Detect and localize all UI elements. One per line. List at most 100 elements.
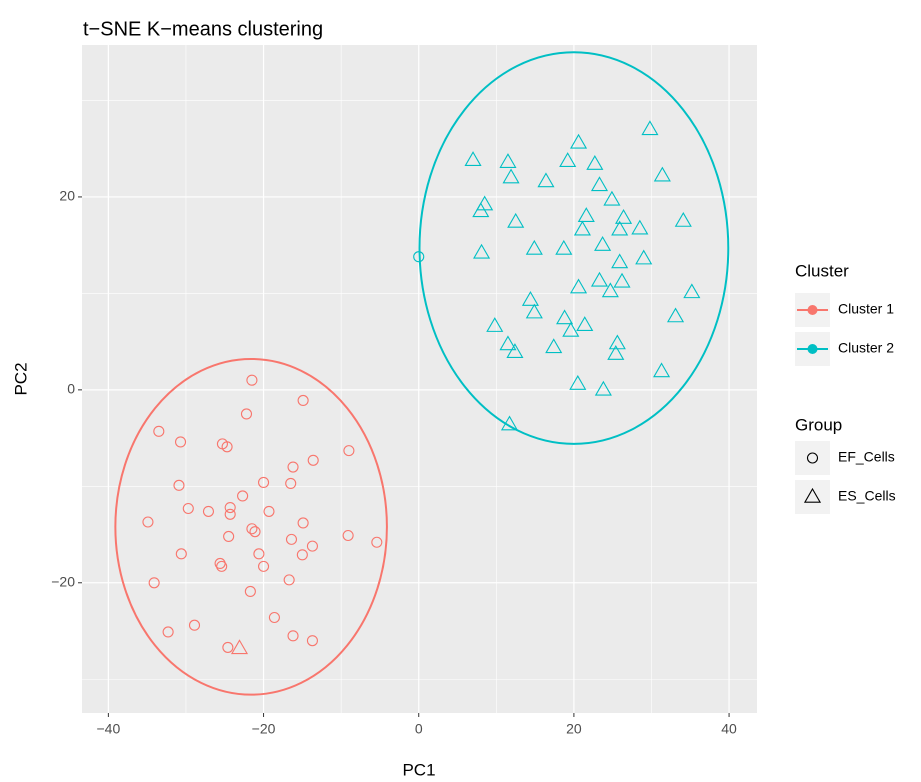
point: [607, 345, 625, 360]
legend-label: ES_Cells: [838, 488, 896, 504]
point: [173, 479, 185, 491]
point: [221, 441, 233, 453]
x-tick-label: −20: [252, 721, 276, 737]
point: [683, 283, 701, 299]
point: [246, 523, 258, 535]
point: [601, 282, 619, 298]
point: [464, 151, 482, 167]
point: [594, 236, 612, 251]
point: [258, 560, 270, 572]
point: [224, 501, 236, 514]
legend-key: [795, 441, 830, 475]
point: [613, 272, 631, 288]
x-tick-label: 0: [415, 721, 423, 737]
point: [666, 307, 685, 323]
legend-label: Cluster 1: [838, 301, 894, 317]
point: [287, 630, 299, 642]
point: [202, 505, 215, 517]
legend-title: Group: [795, 415, 842, 434]
y-tick-label: 0: [67, 381, 75, 397]
point: [594, 380, 612, 396]
x-axis-label: PC1: [402, 760, 435, 779]
point: [174, 436, 187, 448]
point: [162, 626, 174, 638]
point: [216, 560, 228, 572]
point: [570, 133, 588, 149]
y-tick-label: −20: [51, 573, 75, 589]
point: [153, 425, 165, 437]
point: [472, 202, 490, 218]
point: [576, 316, 594, 331]
point: [615, 209, 633, 224]
legend-swatch: [803, 487, 822, 503]
point: [182, 502, 194, 515]
point: [506, 343, 524, 358]
legend-title: Cluster: [795, 261, 849, 280]
point: [230, 639, 249, 655]
point: [577, 207, 595, 222]
x-tick-label: 20: [566, 721, 582, 737]
point: [641, 120, 659, 136]
point: [573, 220, 591, 236]
point: [285, 477, 297, 489]
point: [237, 490, 249, 502]
point: [507, 212, 525, 228]
point: [188, 619, 201, 631]
point: [371, 536, 383, 548]
legend-label: Cluster 2: [838, 340, 894, 356]
point: [562, 321, 580, 337]
point: [545, 338, 563, 354]
confidence-ellipse: [418, 51, 730, 445]
point: [413, 251, 425, 263]
chart-title: t−SNE K−means clustering: [83, 18, 323, 40]
x-tick-label: −40: [97, 721, 121, 737]
point: [674, 211, 692, 227]
point: [556, 309, 574, 325]
point: [175, 548, 187, 560]
point: [635, 249, 653, 265]
point: [499, 153, 517, 168]
point: [653, 362, 671, 378]
point: [555, 239, 573, 255]
point: [224, 508, 236, 520]
point: [223, 530, 235, 543]
point: [296, 549, 308, 561]
point: [263, 505, 275, 517]
point: [590, 271, 609, 287]
point: [521, 291, 539, 306]
point: [246, 374, 258, 386]
point: [268, 611, 280, 624]
legend-swatch: [807, 305, 818, 315]
point: [297, 517, 309, 529]
point: [569, 374, 587, 390]
point: [502, 168, 520, 184]
point: [287, 461, 299, 473]
point: [297, 394, 309, 407]
point: [244, 585, 256, 598]
point: [499, 335, 517, 351]
point: [240, 408, 253, 420]
point: [343, 445, 355, 457]
legend-key: [795, 480, 830, 514]
point: [586, 155, 604, 170]
point: [570, 278, 588, 294]
point: [283, 574, 295, 586]
point: [603, 190, 621, 206]
point: [142, 516, 154, 528]
point: [306, 540, 318, 552]
point: [306, 635, 318, 647]
point: [222, 641, 234, 653]
point: [590, 176, 609, 192]
point: [653, 166, 671, 182]
point: [258, 476, 270, 489]
point: [525, 303, 543, 319]
legend-swatch: [807, 344, 818, 354]
point: [249, 526, 261, 538]
point: [307, 454, 319, 466]
x-tick-label: 40: [721, 721, 737, 737]
point: [500, 415, 519, 431]
plot-background: [82, 45, 757, 713]
y-axis-label: PC2: [11, 362, 30, 395]
point: [148, 577, 160, 589]
